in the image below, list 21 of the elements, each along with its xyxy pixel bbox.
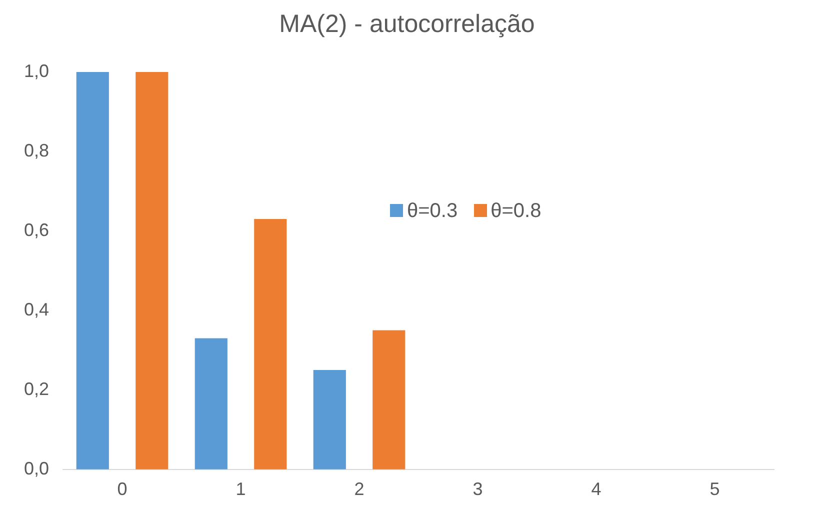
bar [136,72,168,470]
y-tick-label: 0,0 [24,458,50,478]
chart-title: MA(2) - autocorrelação [278,10,536,39]
y-tick-label: 0,8 [24,140,50,160]
x-tick-label: 3 [472,479,483,500]
x-tick-label: 4 [591,479,602,500]
x-tick-label: 2 [354,479,364,500]
bar [372,330,406,470]
x-tick-label: 0 [117,479,128,500]
x-tick-label: 5 [710,479,720,500]
y-tick-label: 0,2 [24,378,50,399]
legend-label: θ=0.8 [490,200,542,222]
x-tick-label: 1 [236,479,246,500]
y-tick-label: 1,0 [24,60,50,81]
bar [313,370,346,470]
bar [76,72,109,470]
bar [194,338,228,470]
y-tick-label: 0,6 [24,220,50,240]
y-tick-label: 0,4 [24,299,50,320]
legend-label: θ=0.3 [407,200,458,222]
bar [254,219,287,470]
